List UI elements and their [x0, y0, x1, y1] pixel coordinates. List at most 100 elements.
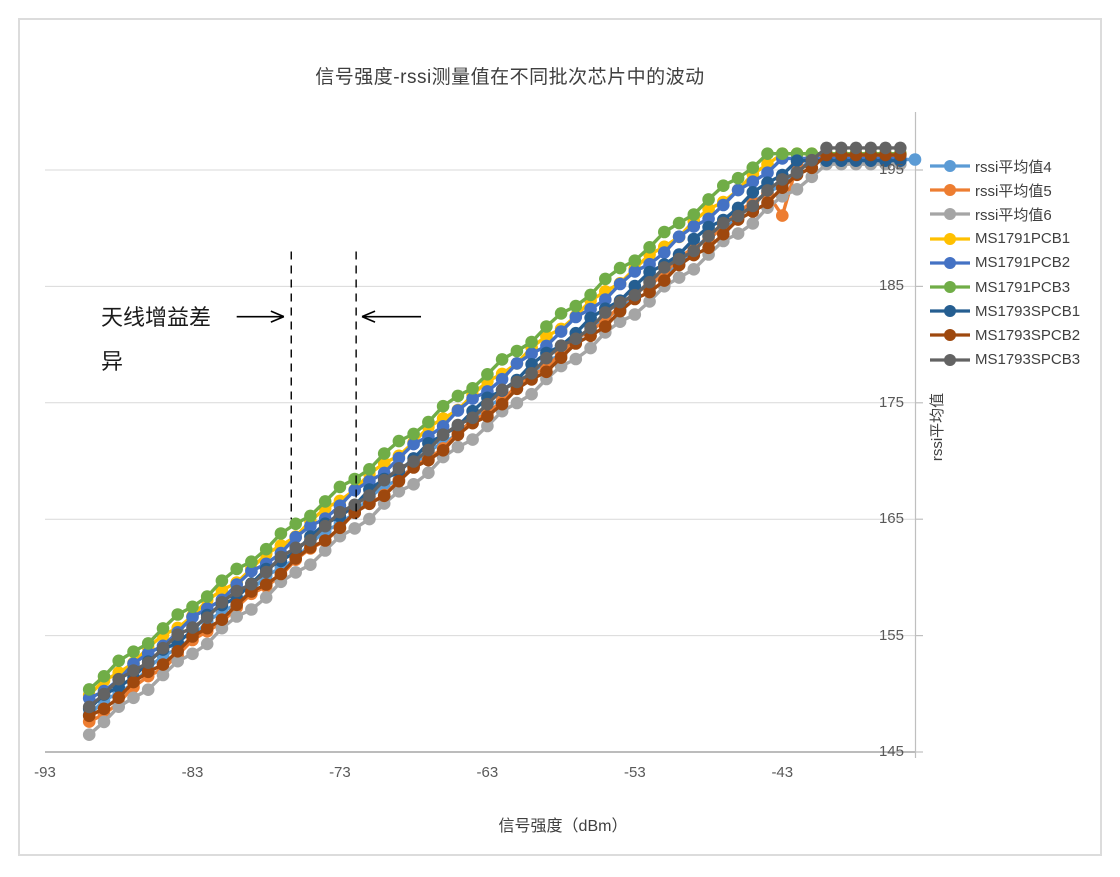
data-point [481, 410, 494, 423]
legend-marker-icon [930, 184, 970, 197]
legend-label: rssi平均值4 [975, 158, 1052, 176]
data-point [451, 404, 465, 417]
data-point [466, 411, 479, 425]
legend-item-7[interactable]: MS1793SPCB1 [930, 300, 1080, 322]
data-point [481, 397, 494, 411]
data-point [274, 567, 288, 581]
data-point [731, 209, 745, 223]
data-point [215, 596, 229, 609]
data-point [849, 141, 863, 155]
data-point [304, 509, 317, 523]
data-point [717, 216, 730, 230]
legend-item-8[interactable]: MS1793SPCB2 [930, 324, 1080, 346]
data-point [466, 392, 479, 405]
data-point [599, 320, 612, 333]
data-point [215, 574, 229, 587]
data-point [790, 183, 804, 196]
data-point [141, 665, 155, 679]
data-point [776, 173, 789, 186]
legend-item-1[interactable]: rssi平均值4 [930, 155, 1052, 177]
data-point [702, 229, 715, 243]
data-point [186, 600, 199, 614]
data-point [392, 474, 406, 488]
data-point [156, 641, 170, 655]
legend-marker-icon [930, 353, 970, 366]
data-point [584, 288, 597, 302]
data-point [658, 225, 671, 239]
data-point [156, 668, 170, 682]
data-point [525, 358, 538, 371]
legend-item-4[interactable]: MS1791PCB1 [930, 228, 1070, 250]
data-point [407, 478, 420, 491]
data-point [333, 505, 347, 519]
data-point [613, 295, 627, 309]
data-point [156, 622, 170, 635]
data-point [717, 179, 730, 192]
data-point [112, 672, 125, 686]
data-point [908, 153, 922, 166]
data-point [127, 664, 140, 677]
data-point [805, 170, 819, 184]
y-tick-label: 155 [878, 626, 904, 644]
legend-marker-icon [930, 329, 970, 342]
data-point [141, 656, 155, 669]
data-point [318, 519, 332, 533]
data-point [658, 274, 671, 287]
data-point [672, 271, 686, 284]
data-point [289, 541, 303, 555]
data-point [422, 443, 435, 457]
data-point [348, 483, 362, 497]
data-point [333, 521, 347, 535]
legend-item-3[interactable]: rssi平均值6 [930, 203, 1052, 225]
data-point [628, 279, 642, 293]
y-tick-label: 165 [878, 510, 904, 528]
data-point [510, 344, 524, 358]
legend-item-2[interactable]: rssi平均值5 [930, 179, 1052, 201]
legend-item-6[interactable]: MS1791PCB3 [930, 276, 1070, 298]
data-point [495, 397, 509, 411]
data-point [672, 252, 686, 266]
data-point [746, 217, 760, 230]
x-axis-title: 信号强度（dBm） [498, 818, 628, 835]
data-point [392, 485, 406, 498]
data-point [672, 216, 686, 230]
data-point [731, 183, 745, 197]
data-point [790, 166, 804, 179]
data-point [363, 512, 376, 526]
data-point [112, 691, 125, 704]
data-point [540, 365, 553, 379]
data-point [156, 658, 170, 671]
legend-item-9[interactable]: MS1793SPCB3 [930, 349, 1080, 371]
data-point [259, 542, 273, 556]
data-point [495, 353, 509, 366]
data-point [761, 147, 774, 160]
annotation-arrow-head [361, 315, 376, 323]
data-point [628, 288, 642, 302]
data-point [245, 555, 258, 568]
data-point [259, 591, 273, 604]
data-point [643, 265, 656, 279]
data-point [495, 383, 509, 397]
data-point [127, 675, 140, 689]
data-point [259, 565, 273, 579]
data-point [746, 175, 760, 188]
data-point [141, 637, 155, 650]
data-point [304, 558, 317, 571]
data-point [672, 230, 686, 243]
annotation-line1: 天线增益差 [101, 305, 212, 330]
data-point [525, 387, 538, 401]
data-point [230, 610, 243, 623]
data-point [436, 444, 450, 457]
data-point [687, 244, 701, 258]
legend-item-5[interactable]: MS1791PCB2 [930, 252, 1070, 274]
data-point [776, 209, 789, 222]
data-point [407, 455, 420, 468]
data-point [82, 700, 96, 714]
data-point [200, 621, 214, 635]
data-point [171, 628, 184, 641]
data-point [702, 241, 715, 255]
data-point [97, 702, 111, 716]
data-point [613, 315, 627, 329]
data-point [525, 335, 538, 349]
data-point [451, 428, 465, 442]
